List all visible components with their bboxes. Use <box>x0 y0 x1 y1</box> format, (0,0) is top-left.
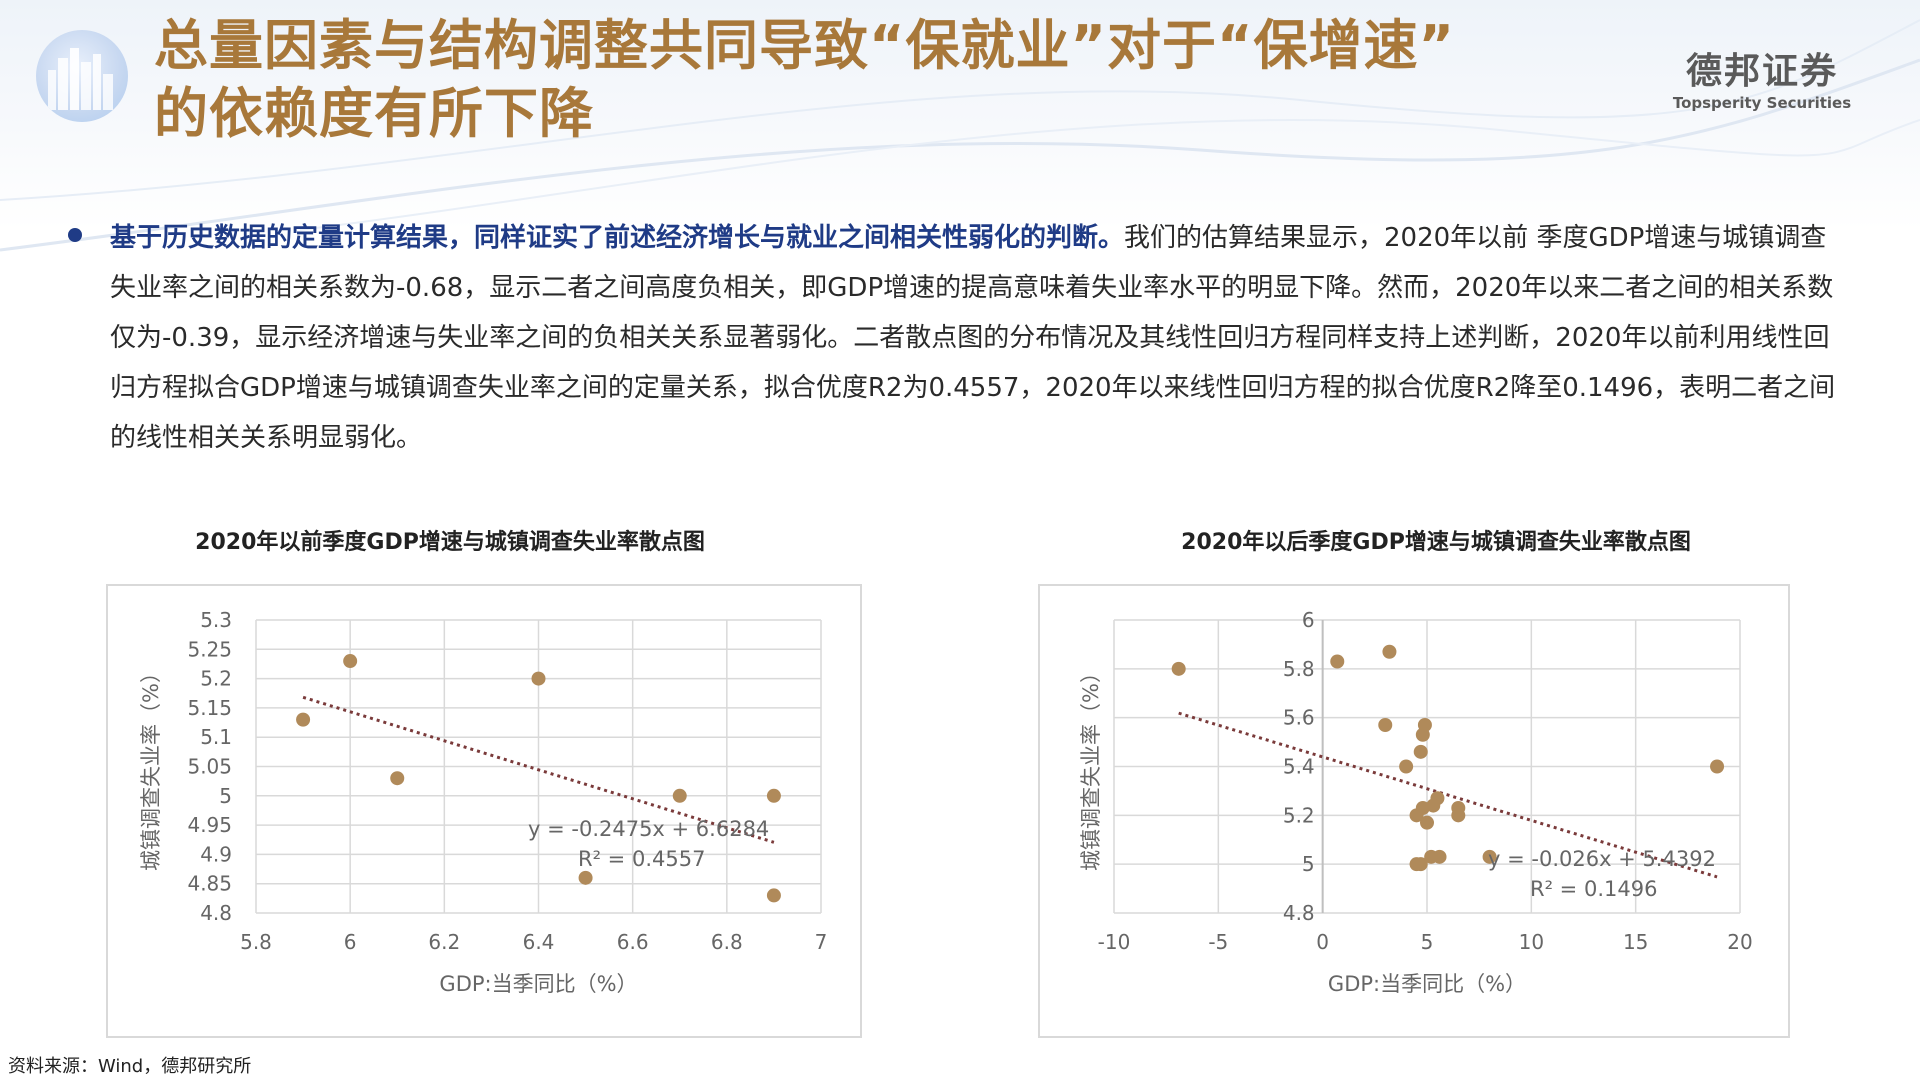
chart1-data-point <box>672 788 687 803</box>
chart2-y-tick-label: 5.2 <box>1283 803 1315 827</box>
city-skyline-logo <box>36 30 128 122</box>
chart2-trendline <box>1178 711 1718 879</box>
chart2-data-point <box>1451 808 1466 823</box>
chart2-x-tick-label: 10 <box>1519 930 1544 954</box>
brand-name-cn: 德邦证券 <box>1685 51 1838 92</box>
chart2-data-point <box>1171 661 1186 676</box>
chart2-trend-equation: y = -0.026x + 5.4392 <box>1488 847 1716 871</box>
chart2-data-point <box>1432 849 1447 864</box>
chart1-y-tick-label: 5.2 <box>200 667 232 691</box>
chart1-data-point <box>343 654 358 669</box>
chart2-data-point <box>1426 798 1441 813</box>
chart1-y-tick-label: 4.85 <box>187 872 232 896</box>
chart1-y-tick-label: 4.8 <box>200 901 232 925</box>
chart1-data-point <box>296 712 311 727</box>
chart2-plot: -10 -5 0 5 10 15 20 6 5.8 5.6 5.4 5.2 5 4.8 GDP:当季同比（%… <box>1079 608 1753 996</box>
chart2-x-tick-label: 5 <box>1421 930 1434 954</box>
chart1-y-axis-title: 城镇调查失业率（%） <box>139 662 163 871</box>
chart1-data-point <box>390 771 405 786</box>
chart2-y-tick-label: 4.8 <box>1283 901 1315 925</box>
chart2-y-tick-label: 5.8 <box>1283 657 1315 681</box>
chart1-frame: 5.8 6 6.2 6.4 6.6 6.8 7 5.3 5.25 5.2 5.15 5.1 5.05 5 4… <box>106 584 862 1038</box>
body-text: 我们的估算结果显示，2020年以前 季度GDP增速与城镇调查失业率之间的相关系数… <box>110 223 1836 453</box>
chart2-data-point <box>1378 717 1393 732</box>
body-paragraph: 基于历史数据的定量计算结果，同样证实了前述经济增长与就业之间相关性弱化的判断。我… <box>110 213 1850 463</box>
chart1-y-tick-label: 5.15 <box>187 696 232 720</box>
chart1-y-tick-label: 5.1 <box>200 725 232 749</box>
chart2-data-point <box>1420 815 1434 830</box>
chart1-y-tick-label: 4.9 <box>200 842 232 866</box>
header-background <box>0 0 1920 230</box>
chart1-y-tick-label: 5.3 <box>200 608 232 632</box>
brand-name-en: Topsperity Securities <box>1672 94 1852 112</box>
chart1-x-tick-label: 6.2 <box>428 930 460 954</box>
chart1-x-axis-title: GDP:当季同比（%） <box>439 972 637 996</box>
chart1-r-squared: R² = 0.4557 <box>578 847 705 871</box>
chart1-trendline <box>302 695 775 844</box>
chart2-y-tick-label: 5 <box>1302 852 1315 876</box>
chart1-x-tick-label: 6.6 <box>617 930 649 954</box>
chart2-y-tick-label: 6 <box>1302 608 1315 632</box>
chart2-data-point <box>1399 759 1414 774</box>
chart1-y-tick-label: 5 <box>219 784 232 808</box>
chart1-data-point <box>766 788 781 803</box>
chart2-r-squared: R² = 0.1496 <box>1530 877 1657 901</box>
header-wave-decoration <box>0 19 1920 252</box>
chart2-y-tick-label: 5.6 <box>1283 706 1315 730</box>
chart2-x-axis-title: GDP:当季同比（%） <box>1328 972 1526 996</box>
chart2-data-point <box>1409 808 1424 823</box>
chart1-data-point <box>578 870 593 885</box>
chart1-data-point <box>766 888 781 903</box>
chart1-y-tick-label: 5.05 <box>187 755 232 779</box>
chart2-data-point <box>1482 849 1497 864</box>
body-highlight: 基于历史数据的定量计算结果，同样证实了前述经济增长与就业之间相关性弱化的判断。 <box>110 223 1125 253</box>
chart1-plot: 5.8 6 6.2 6.4 6.6 6.8 7 5.3 5.25 5.2 5.15 5.1 5.05 5 4… <box>139 608 828 996</box>
chart2-y-tick-label: 5.4 <box>1283 755 1315 779</box>
chart2-title: 2020年以后季度GDP增速与城镇调查失业率散点图 <box>1181 530 1691 555</box>
chart2-x-tick-label: 0 <box>1316 930 1329 954</box>
chart2-x-tick-label: -5 <box>1208 930 1228 954</box>
brand-logo: 德邦证券 Topsperity Securities <box>1672 50 1852 112</box>
chart1-title: 2020年以前季度GDP增速与城镇调查失业率散点图 <box>195 530 705 555</box>
chart2-x-tick-label: -10 <box>1098 930 1131 954</box>
chart1-x-tick-label: 7 <box>815 930 828 954</box>
chart2-data-point <box>1415 727 1430 742</box>
chart1-y-tick-label: 5.25 <box>187 637 232 661</box>
chart1-x-tick-label: 6.8 <box>711 930 743 954</box>
chart1-x-tick-label: 6 <box>344 930 357 954</box>
chart1-x-tick-label: 6.4 <box>523 930 555 954</box>
chart1-trend-equation: y = -0.2475x + 6.6284 <box>528 817 769 841</box>
page-title: 总量因素与结构调整共同导致“保就业”对于“保增速” 的依赖度有所下降 <box>154 12 1594 148</box>
chart2-y-axis-title: 城镇调查失业率（%） <box>1079 662 1103 871</box>
bullet-dot-icon <box>68 228 82 242</box>
chart2-x-tick-label: 15 <box>1623 930 1648 954</box>
chart2-data-point <box>1413 744 1428 759</box>
chart2-frame: -10 -5 0 5 10 15 20 6 5.8 5.6 5.4 5.2 5 4.8 GDP:当季同比（%… <box>1038 584 1790 1038</box>
chart2-data-point <box>1710 759 1725 774</box>
chart2-data-point <box>1409 857 1424 872</box>
chart2-x-tick-label: 20 <box>1727 930 1752 954</box>
title-line-2: 的依赖度有所下降 <box>154 82 594 145</box>
title-line-1: 总量因素与结构调整共同导致“保就业”对于“保增速” <box>154 14 1455 77</box>
chart1-x-tick-label: 5.8 <box>240 930 272 954</box>
chart2-data-point <box>1382 644 1397 659</box>
chart1-y-tick-label: 4.95 <box>187 813 232 837</box>
source-note: 资料来源：Wind，德邦研究所 <box>8 1056 252 1077</box>
chart2-data-point <box>1330 654 1345 669</box>
chart1-data-point <box>531 671 546 686</box>
